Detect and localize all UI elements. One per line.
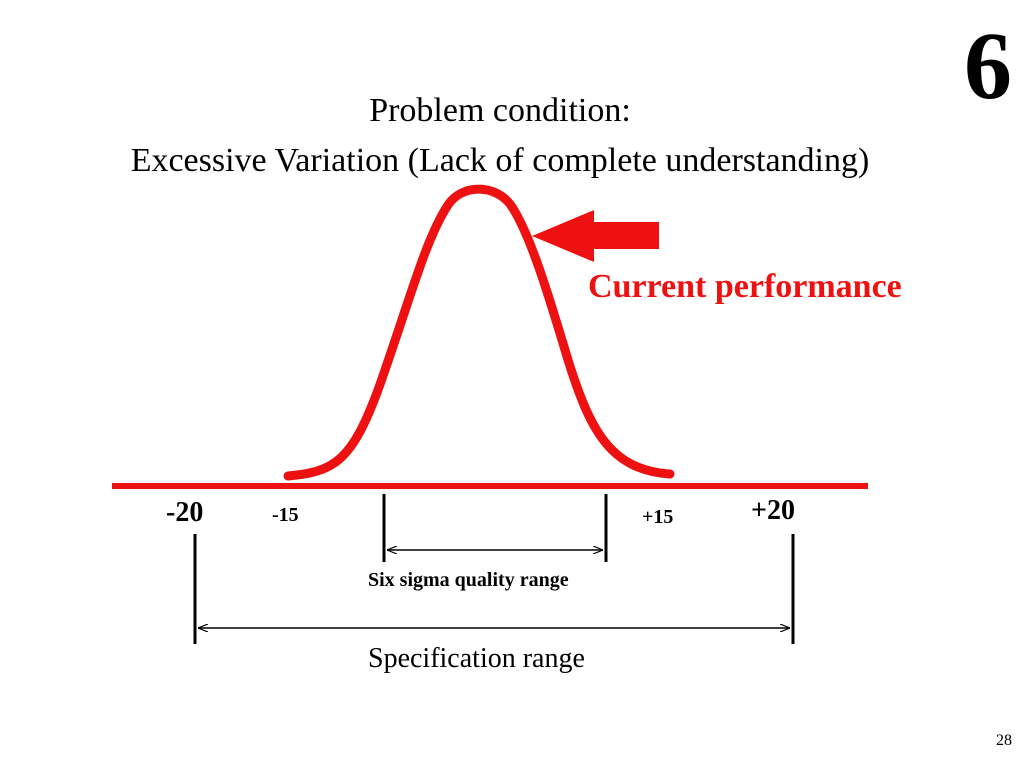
specification-range-label: Specification range xyxy=(368,643,585,674)
tick-spec-low: -20 xyxy=(166,497,204,528)
page-number: 28 xyxy=(996,732,1012,749)
distribution-curve xyxy=(283,184,675,481)
tick-sigma-low: -15 xyxy=(272,504,299,526)
slide-badge: 6 xyxy=(964,12,1012,119)
tick-spec-high: +20 xyxy=(751,495,795,526)
title-line-2: Excessive Variation (Lack of complete un… xyxy=(130,142,870,179)
tick-sigma-high: +15 xyxy=(642,506,674,528)
current-performance-arrow-icon xyxy=(532,210,659,262)
six-sigma-range-label: Six sigma quality range xyxy=(368,569,569,591)
title-line-1: Problem condition: xyxy=(369,92,631,129)
slide-title: Problem condition: Excessive Variation (… xyxy=(0,86,1000,186)
current-performance-label: Current performance xyxy=(588,268,902,305)
